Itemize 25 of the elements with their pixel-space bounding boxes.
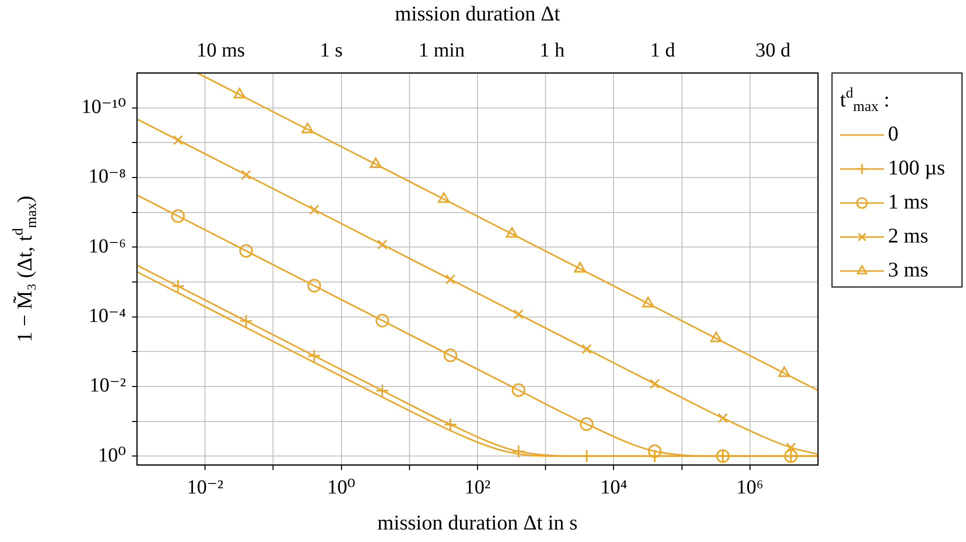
chart-title: mission duration Δt <box>394 2 560 26</box>
y-tick-label: 10⁻² <box>89 374 126 397</box>
x-tick-label: 10⁰ <box>327 476 356 498</box>
x-tick-label: 10⁻² <box>186 476 224 498</box>
y-tick-label: 10⁻⁸ <box>88 166 126 188</box>
x-axis-title: mission duration Δt in s <box>377 510 578 535</box>
y-tick-label: 10⁻⁶ <box>88 235 126 258</box>
y-axis-title: 1 − M̃₃ (Δt, tdmax) <box>10 196 40 342</box>
legend-label: 100 µs <box>888 156 946 180</box>
legend-label: 0 <box>888 122 898 146</box>
text: 30 d <box>756 39 791 62</box>
text: 1 s <box>320 39 343 62</box>
y-tick-label: 10⁻¹⁰ <box>81 96 126 118</box>
text: 1 d <box>650 39 676 62</box>
legend-label: 3 ms <box>888 258 928 282</box>
legend-label: 2 ms <box>888 224 928 248</box>
x-tick-label: 10² <box>464 476 490 498</box>
text: 1 min <box>418 39 465 62</box>
x-tick-label: 10⁶ <box>736 476 764 498</box>
text: 10 ms <box>196 39 246 62</box>
y-tick-label: 10⁰ <box>98 444 126 466</box>
text: 1 h <box>540 39 565 62</box>
x-tick-label: 10⁴ <box>600 476 628 498</box>
y-tick-label: 10⁻⁴ <box>88 305 126 328</box>
legend-label: 1 ms <box>888 190 928 214</box>
